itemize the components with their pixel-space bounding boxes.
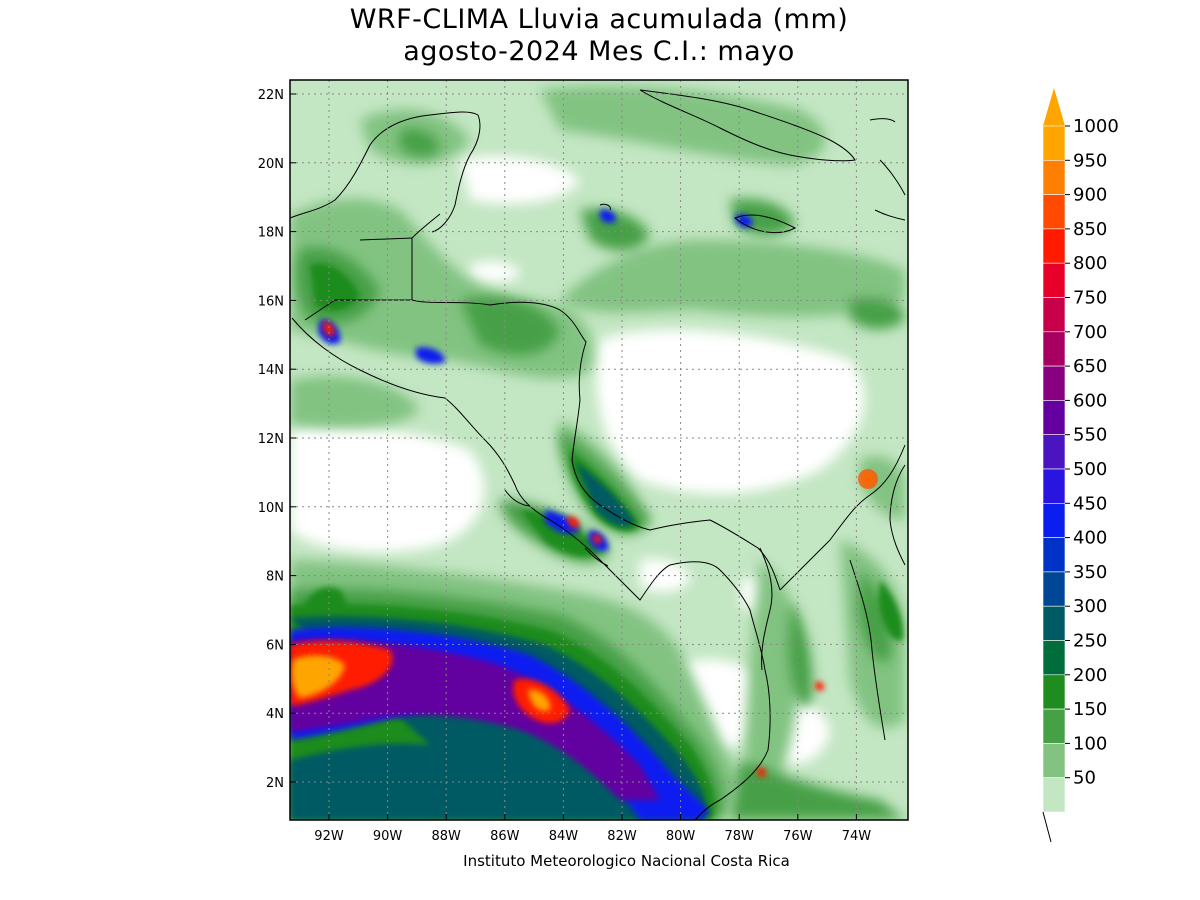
colorbar-swatch bbox=[1042, 297, 1066, 333]
colorbar-swatch bbox=[1042, 434, 1066, 470]
colorbar-swatch bbox=[1042, 777, 1066, 813]
lon-tick-label: 92W bbox=[314, 829, 344, 844]
lon-tick-label: 80W bbox=[666, 829, 696, 844]
colorbar-under-arrow bbox=[1042, 811, 1052, 843]
lat-tick-label: 8N bbox=[266, 570, 284, 585]
colorbar-label: 400 bbox=[1073, 528, 1107, 549]
colorbar-label: 900 bbox=[1073, 185, 1107, 206]
colorbar-swatch bbox=[1042, 743, 1066, 779]
colorbar-label: 950 bbox=[1073, 150, 1107, 171]
colorbar-swatch bbox=[1042, 640, 1066, 676]
colorbar-swatch bbox=[1042, 502, 1066, 538]
colorbar: 1000 950 900 850 800 750 700 650 600 550 500 450 400… bbox=[1042, 88, 1119, 843]
lat-tick-label: 10N bbox=[258, 501, 284, 516]
colorbar-label: 700 bbox=[1073, 322, 1107, 343]
lat-tick-label: 4N bbox=[266, 707, 284, 722]
colorbar-swatch bbox=[1042, 194, 1066, 230]
colorbar-swatch bbox=[1042, 228, 1066, 264]
colorbar-swatch bbox=[1042, 331, 1066, 367]
colorbar-label: 600 bbox=[1073, 390, 1107, 411]
point-maximum bbox=[858, 469, 878, 489]
lat-tick-label: 14N bbox=[258, 363, 284, 378]
colorbar-label: 450 bbox=[1073, 493, 1107, 514]
lat-tick-label: 12N bbox=[258, 432, 284, 447]
colorbar-swatch bbox=[1042, 125, 1066, 161]
colorbar-label: 50 bbox=[1073, 768, 1096, 789]
rainfall-field bbox=[290, 80, 908, 820]
lon-tick-label: 88W bbox=[431, 829, 461, 844]
lat-tick-label: 18N bbox=[258, 226, 284, 241]
lon-tick-label: 82W bbox=[607, 829, 637, 844]
colorbar-label: 500 bbox=[1073, 459, 1107, 480]
colorbar-label: 750 bbox=[1073, 288, 1107, 309]
lat-tick-label: 22N bbox=[258, 88, 284, 103]
lon-tick-label: 74W bbox=[842, 829, 872, 844]
lat-tick-label: 6N bbox=[266, 638, 284, 653]
lon-tick-label: 84W bbox=[549, 829, 579, 844]
colorbar-label: 250 bbox=[1073, 631, 1107, 652]
colorbar-label: 100 bbox=[1073, 733, 1107, 754]
colorbar-label: 550 bbox=[1073, 425, 1107, 446]
colorbar-swatch bbox=[1042, 160, 1066, 195]
colorbar-swatch bbox=[1042, 365, 1066, 401]
lon-tick-label: 90W bbox=[373, 829, 403, 844]
colorbar-label: 200 bbox=[1073, 665, 1107, 686]
colorbar-label: 1000 bbox=[1073, 116, 1119, 137]
colorbar-over-arrow bbox=[1043, 88, 1065, 126]
lat-tick-label: 2N bbox=[266, 776, 284, 791]
coastlines bbox=[290, 89, 906, 820]
colorbar-swatch bbox=[1042, 400, 1066, 435]
map-title: WRF-CLIMA Lluvia acumulada (mm) bbox=[349, 4, 849, 35]
colorbar-swatch bbox=[1042, 674, 1066, 710]
colorbar-swatch bbox=[1042, 468, 1066, 504]
lat-tick-label: 16N bbox=[258, 294, 284, 309]
lon-tick-label: 86W bbox=[490, 829, 520, 844]
credit-line: Instituto Meteorologico Nacional Costa R… bbox=[463, 852, 790, 870]
axis-ticks: 92W 90W 88W 86W 84W 82W 80W 78W 76W 74W 22N 20N 18N 1… bbox=[258, 88, 872, 844]
map-frame bbox=[289, 79, 909, 821]
colorbar-label: 150 bbox=[1073, 699, 1107, 720]
colorbar-swatch bbox=[1042, 262, 1066, 298]
grid-lines bbox=[290, 80, 908, 820]
colorbar-label: 800 bbox=[1073, 253, 1107, 274]
colorbar-swatch bbox=[1042, 605, 1066, 641]
colorbar-label: 350 bbox=[1073, 562, 1107, 583]
lon-tick-label: 78W bbox=[724, 829, 754, 844]
lat-tick-label: 20N bbox=[258, 157, 284, 172]
lon-tick-label: 76W bbox=[783, 829, 813, 844]
colorbar-swatch bbox=[1042, 571, 1066, 607]
colorbar-label: 850 bbox=[1073, 219, 1107, 240]
colorbar-swatch bbox=[1042, 537, 1066, 573]
colorbar-label: 300 bbox=[1073, 596, 1107, 617]
colorbar-swatch bbox=[1042, 708, 1066, 744]
map-subtitle: agosto-2024 Mes C.I.: mayo bbox=[403, 36, 795, 67]
colorbar-label: 650 bbox=[1073, 356, 1107, 377]
purple-rain-core bbox=[290, 638, 660, 800]
